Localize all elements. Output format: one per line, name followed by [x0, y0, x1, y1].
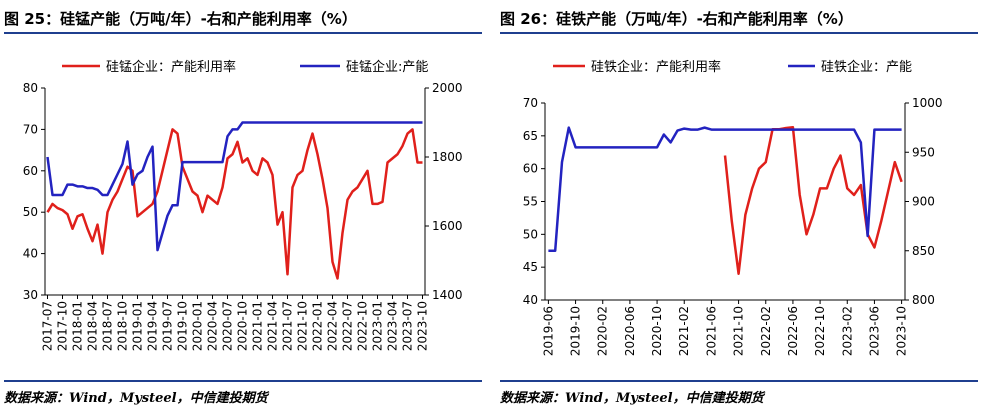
- x-tick-label: 2018-10: [116, 301, 130, 351]
- x-tick-label: 2019-06: [541, 306, 555, 356]
- x-tick-label: 2019-04: [146, 301, 160, 351]
- x-tick-label: 2022-02: [759, 306, 773, 356]
- y2-tick-label: 800: [912, 293, 935, 307]
- x-tick-label: 2023-04: [386, 301, 400, 351]
- chart-title: 图 26：硅铁产能（万吨/年）-右和产能利用率（%）: [500, 10, 853, 28]
- x-tick-label: 2019-01: [131, 301, 145, 351]
- y-tick-label: 50: [23, 205, 38, 219]
- y-tick-label: 60: [23, 164, 38, 178]
- x-tick-label: 2020-06: [623, 306, 637, 356]
- y2-tick-label: 1400: [432, 288, 463, 302]
- y-tick-label: 45: [523, 260, 538, 274]
- x-tick-label: 2017-10: [56, 301, 70, 351]
- y2-tick-label: 1000: [912, 96, 943, 110]
- x-tick-label: 2021-02: [677, 306, 691, 356]
- x-tick-label: 2021-10: [732, 306, 746, 356]
- x-tick-label: 2023-07: [401, 301, 415, 351]
- series-line: [46, 128, 423, 280]
- y-tick-label: 70: [523, 96, 538, 110]
- y2-tick-label: 900: [912, 195, 935, 209]
- x-tick-label: 2021-10: [296, 301, 310, 351]
- y-tick-label: 65: [523, 129, 538, 143]
- x-tick-label: 2022-06: [786, 306, 800, 356]
- y2-tick-label: 1800: [432, 150, 463, 164]
- chart-title: 图 25：硅锰产能（万吨/年）-右和产能利用率（%）: [4, 10, 357, 28]
- y-tick-label: 70: [23, 122, 38, 136]
- source-note: 数据来源：Wind，Mysteel，中信建投期货: [500, 390, 766, 406]
- x-tick-label: 2021-07: [281, 301, 295, 351]
- x-tick-label: 2021-06: [704, 306, 718, 356]
- y-tick-label: 50: [523, 227, 538, 241]
- x-tick-label: 2018-07: [101, 301, 115, 351]
- y-tick-label: 55: [523, 195, 538, 209]
- legend-label: 硅锰企业：产能利用率: [106, 59, 236, 75]
- y-tick-label: 40: [23, 247, 38, 261]
- y2-tick-label: 850: [912, 244, 935, 258]
- x-tick-label: 2017-07: [41, 301, 55, 351]
- x-tick-label: 2023-06: [867, 306, 881, 356]
- x-tick-label: 2022-10: [813, 306, 827, 356]
- legend-label: 硅锰企业:产能: [346, 59, 428, 75]
- x-tick-label: 2021-04: [266, 301, 280, 351]
- series-line: [46, 121, 423, 252]
- x-tick-label: 2023-10: [895, 306, 909, 356]
- x-tick-label: 2020-02: [596, 306, 610, 356]
- x-tick-label: 2020-04: [206, 301, 220, 351]
- x-tick-label: 2020-10: [650, 306, 664, 356]
- y2-tick-label: 2000: [432, 81, 463, 95]
- x-tick-label: 2022-10: [356, 301, 370, 351]
- y-tick-label: 30: [23, 288, 38, 302]
- y-tick-label: 80: [23, 81, 38, 95]
- x-tick-label: 2020-07: [221, 301, 235, 351]
- series-line: [548, 126, 902, 252]
- x-tick-label: 2022-07: [341, 301, 355, 351]
- x-tick-label: 2023-02: [840, 306, 854, 356]
- x-tick-label: 2019-10: [569, 306, 583, 356]
- x-tick-label: 2018-01: [71, 301, 85, 351]
- x-tick-label: 2018-04: [86, 301, 100, 351]
- x-tick-label: 2021-01: [251, 301, 265, 351]
- y-tick-label: 60: [523, 162, 538, 176]
- x-tick-label: 2019-07: [161, 301, 175, 351]
- y2-tick-label: 1600: [432, 219, 463, 233]
- x-tick-label: 2019-10: [176, 301, 190, 351]
- legend-label: 硅铁企业：产能利用率: [591, 59, 721, 75]
- legend-label: 硅铁企业：产能: [821, 59, 912, 75]
- source-note: 数据来源：Wind，Mysteel，中信建投期货: [4, 390, 270, 406]
- x-tick-label: 2020-01: [191, 301, 205, 351]
- y2-tick-label: 950: [912, 145, 935, 159]
- x-tick-label: 2022-04: [326, 301, 340, 351]
- x-tick-label: 2023-10: [416, 301, 430, 351]
- x-tick-label: 2023-01: [371, 301, 385, 351]
- x-tick-label: 2020-10: [236, 301, 250, 351]
- series-line: [723, 126, 903, 275]
- y-tick-label: 40: [523, 293, 538, 307]
- x-tick-label: 2022-01: [311, 301, 325, 351]
